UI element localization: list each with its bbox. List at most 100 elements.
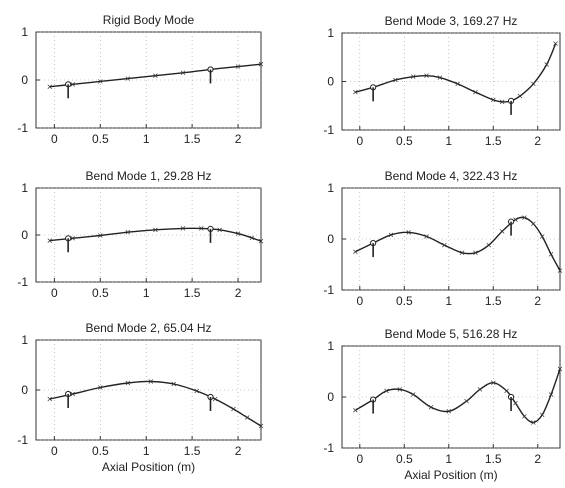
data-point [353, 249, 358, 254]
x-tick-label: 0 [356, 134, 363, 148]
x-tick-label: 0 [356, 452, 363, 466]
x-axis-label: Axial Position (m) [102, 460, 195, 474]
data-point [180, 226, 186, 231]
data-point [513, 217, 518, 222]
data-point [153, 73, 158, 78]
data-point [98, 385, 103, 390]
subplot-title: Bend Mode 4, 322.43 Hz [385, 169, 518, 183]
data-point [428, 404, 434, 410]
x-tick-label: 0 [51, 286, 58, 300]
data-point [212, 396, 218, 402]
data-point [180, 70, 186, 76]
x-tick-label: 0.5 [396, 294, 413, 308]
x-tick-label: 2 [534, 134, 541, 148]
data-point [424, 234, 429, 239]
data-point [388, 232, 394, 238]
y-tick-label: 1 [327, 26, 334, 40]
x-tick-label: 2 [235, 444, 242, 458]
data-point [531, 81, 536, 87]
subplot-title: Bend Mode 3, 169.27 Hz [385, 14, 518, 28]
data-point [125, 380, 131, 386]
mode-shape-line [49, 380, 262, 427]
data-point [353, 408, 358, 413]
x-tick-label: 0.5 [396, 452, 413, 466]
y-tick-label: -1 [323, 123, 334, 137]
data-point [393, 77, 398, 83]
data-point [153, 227, 158, 233]
data-point [406, 230, 411, 235]
data-point [531, 420, 536, 425]
x-tick-label: 2 [235, 132, 242, 146]
x-tick-label: 0 [356, 294, 363, 308]
data-point [442, 242, 447, 248]
data-point [473, 89, 478, 95]
x-tick-label: 1.5 [485, 294, 502, 308]
data-point [424, 73, 429, 78]
y-tick-label: 1 [21, 181, 28, 195]
x-tick-label: 0 [51, 132, 58, 146]
x-tick-label: 1 [143, 286, 150, 300]
data-point [70, 82, 75, 87]
data-point [125, 76, 131, 81]
data-point [473, 250, 478, 256]
y-tick-label: -1 [17, 121, 28, 135]
y-tick-label: -1 [17, 433, 28, 447]
subplot-6: 0 0.5 1 1.5 2 -1 0 1 Bend Mode 5, 516.28 Hz Axial… [323, 327, 563, 482]
x-tick-label: 1.5 [184, 286, 201, 300]
x-tick-label: 1.5 [184, 132, 201, 146]
data-point [148, 379, 154, 384]
subplot-2: 0 0.5 1 1.5 2 -1 0 1 Bend Mode 3, 169.27 Hz [323, 14, 561, 148]
y-tick-label: 0 [327, 232, 334, 246]
data-point [199, 226, 204, 231]
x-tick-label: 1.5 [485, 134, 502, 148]
x-tick-label: 0.5 [92, 132, 109, 146]
data-point [217, 227, 222, 233]
data-point [548, 252, 554, 257]
data-point [235, 231, 241, 236]
data-point [353, 89, 358, 95]
y-tick-label: 1 [21, 25, 28, 39]
x-tick-label: 1.5 [485, 452, 502, 466]
data-point [47, 396, 53, 402]
data-point [249, 235, 255, 241]
x-tick-label: 1.5 [184, 444, 201, 458]
data-point [557, 366, 563, 372]
x-tick-label: 0.5 [92, 286, 109, 300]
x-tick-label: 0.5 [92, 444, 109, 458]
data-point [70, 391, 75, 397]
data-point [258, 423, 264, 429]
data-point [437, 75, 443, 80]
x-tick-label: 0 [51, 444, 58, 458]
x-tick-label: 1 [445, 134, 452, 148]
data-point [258, 61, 264, 67]
data-point [499, 229, 505, 234]
data-point [459, 250, 465, 256]
data-point [125, 229, 131, 235]
subplot-5: 0 0.5 1 1.5 2 -1 0 1 Bend Mode 2, 65.04 Hz Axial … [17, 321, 264, 474]
subplot-title: Bend Mode 2, 65.04 Hz [85, 321, 211, 335]
mode-shape-line [354, 368, 561, 424]
data-point [548, 392, 554, 397]
data-point [557, 268, 563, 273]
y-tick-label: 1 [327, 339, 334, 353]
subplot-title: Rigid Body Mode [103, 13, 195, 27]
data-point [522, 414, 527, 419]
x-axis-label: Axial Position (m) [404, 468, 497, 482]
data-point [491, 97, 496, 103]
x-tick-label: 1 [143, 132, 150, 146]
y-tick-label: -1 [323, 441, 334, 455]
data-point [258, 238, 264, 244]
y-tick-label: 0 [327, 390, 334, 404]
mode-shape-line [354, 216, 561, 271]
data-point [539, 234, 545, 239]
data-point [464, 398, 469, 404]
mode-shape-line [355, 43, 557, 103]
subplot-title: Bend Mode 5, 516.28 Hz [385, 327, 518, 341]
y-tick-label: 0 [21, 73, 28, 87]
data-point [410, 392, 416, 397]
y-tick-label: 1 [21, 333, 28, 347]
data-point [539, 412, 545, 418]
data-point [47, 84, 53, 89]
data-point [410, 74, 416, 79]
